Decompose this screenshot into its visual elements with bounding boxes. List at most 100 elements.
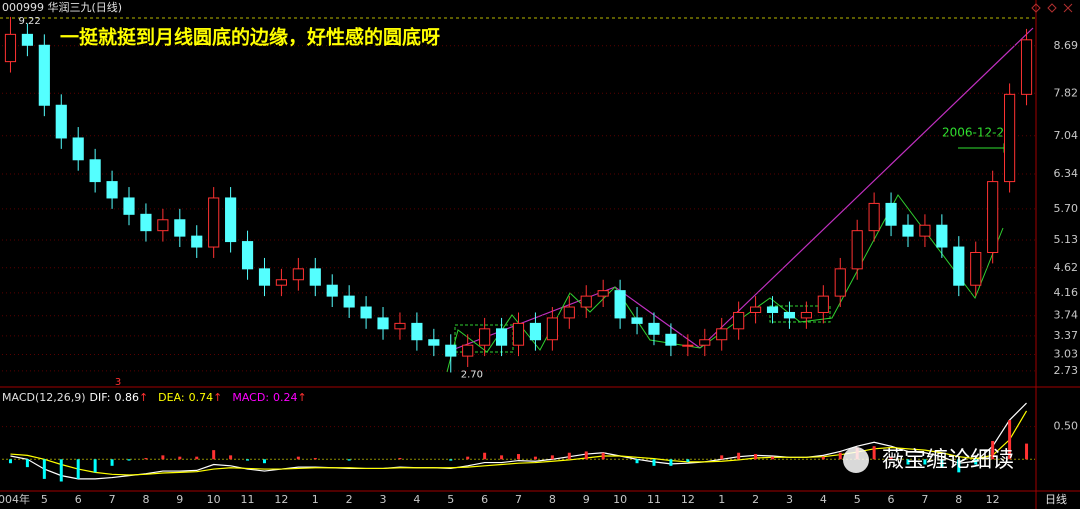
- max-label: 9.22: [18, 16, 40, 27]
- x-tick-label: 6: [888, 493, 895, 506]
- x-tick-label: 10: [207, 493, 221, 506]
- x-tick-label: 3: [786, 493, 793, 506]
- candle-body: [512, 322, 525, 346]
- chart-title: 一挺就挺到月线圆底的边缘，好性感的圆底呀: [60, 26, 440, 49]
- legend-name: MACD:: [232, 391, 269, 404]
- candle-body: [428, 339, 440, 346]
- legend-name: DIF:: [90, 391, 111, 404]
- candle-body: [360, 306, 372, 319]
- signal-marker: 3: [115, 377, 121, 388]
- legend-name: DEA:: [158, 391, 184, 404]
- candle-body: [885, 202, 897, 226]
- candle-body: [970, 251, 982, 286]
- x-tick-label: 8: [142, 493, 149, 506]
- x-tick-label: 8: [955, 493, 962, 506]
- x-tick-label: 5: [41, 493, 48, 506]
- candle-body: [343, 295, 355, 308]
- candle-body: [479, 328, 491, 346]
- legend-value: 0.86: [114, 391, 139, 404]
- candle-body: [174, 219, 186, 237]
- x-tick-label: 5: [854, 493, 861, 506]
- x-tick-label: 8: [549, 493, 556, 506]
- candle-body: [919, 224, 931, 237]
- y-tick-label: 7.04: [1054, 129, 1079, 142]
- candle-body: [699, 339, 711, 346]
- candle-body: [987, 181, 999, 253]
- x-tick-label: 11: [647, 493, 661, 506]
- y-tick-label: 3.37: [1054, 329, 1079, 342]
- x-tick-label: 10: [613, 493, 627, 506]
- period-label: 日线: [1045, 492, 1067, 506]
- candle-body: [631, 317, 643, 324]
- candle-body: [563, 306, 575, 319]
- legend-arrow: ↑: [298, 391, 307, 404]
- candle-body: [258, 268, 271, 286]
- candle-body: [733, 311, 745, 330]
- candle-body: [614, 290, 626, 319]
- candle-body: [394, 322, 406, 330]
- x-tick-label: 4: [413, 493, 420, 506]
- y-tick-label: 5.13: [1054, 233, 1079, 246]
- candle-body: [597, 290, 609, 297]
- y-tick-label: 0.50: [1054, 420, 1079, 433]
- y-tick-label: 2.73: [1054, 364, 1079, 377]
- candle-body: [851, 230, 863, 270]
- x-tick-label: 1: [312, 493, 319, 506]
- y-tick-label: 3.03: [1054, 347, 1079, 360]
- legend-value: 0.24: [273, 391, 298, 404]
- candle-body: [834, 268, 846, 297]
- candle-body: [123, 197, 135, 215]
- x-tick-label: 2: [752, 493, 759, 506]
- x-tick-label: 2004年: [0, 492, 30, 506]
- macd-line: [10, 402, 1027, 480]
- candle-body: [21, 33, 33, 46]
- candle-body: [546, 317, 558, 341]
- candle-body: [750, 306, 762, 313]
- candle-body: [89, 159, 101, 183]
- candle-body: [682, 344, 694, 347]
- x-tick-label: 12: [986, 493, 1000, 506]
- window-icons: [1031, 3, 1073, 13]
- date-annotation: 2006-12-20: [942, 126, 1012, 140]
- x-tick-label: 12: [274, 493, 288, 506]
- candle-body: [225, 197, 237, 243]
- candle-body: [817, 295, 829, 313]
- y-tick-label: 6.34: [1054, 167, 1079, 180]
- candle-body: [1004, 93, 1016, 183]
- x-tick-label: 7: [515, 493, 522, 506]
- candle-body: [55, 104, 67, 139]
- watermark-text: 薇宝缠论细读: [882, 448, 1014, 473]
- candle-body: [411, 322, 423, 341]
- y-tick-label: 7.82: [1054, 86, 1079, 99]
- x-tick-label: 6: [481, 493, 488, 506]
- x-tick-label: 7: [921, 493, 928, 506]
- x-tick-label: 4: [820, 493, 827, 506]
- candle-body: [800, 311, 812, 319]
- candle-body: [140, 213, 152, 232]
- x-tick-label: 12: [681, 493, 695, 506]
- watermark: 薇宝缠论细读: [843, 447, 1014, 473]
- candle-body: [580, 295, 592, 308]
- candle-body: [377, 317, 389, 330]
- candle-body: [1020, 39, 1033, 95]
- candle-body: [648, 322, 660, 335]
- y-tick-label: 5.70: [1054, 202, 1079, 215]
- candle-body: [665, 333, 677, 346]
- candle-body: [716, 328, 728, 341]
- min-label: 2.70: [461, 369, 483, 380]
- y-tick-label: 4.62: [1054, 261, 1079, 274]
- candle-body: [106, 181, 118, 199]
- legend-value: 0.74: [189, 391, 214, 404]
- candle-body: [292, 268, 304, 281]
- x-tick-label: 9: [583, 493, 590, 506]
- candle-body: [38, 44, 50, 106]
- candle-body: [4, 33, 17, 63]
- candle-body: [326, 284, 338, 297]
- candle-body: [241, 241, 254, 270]
- x-tick-label: 2: [346, 493, 353, 506]
- x-tick-label: 5: [447, 493, 454, 506]
- candle-body: [208, 197, 220, 248]
- indicator-title: MACD(12,26,9): [2, 391, 86, 404]
